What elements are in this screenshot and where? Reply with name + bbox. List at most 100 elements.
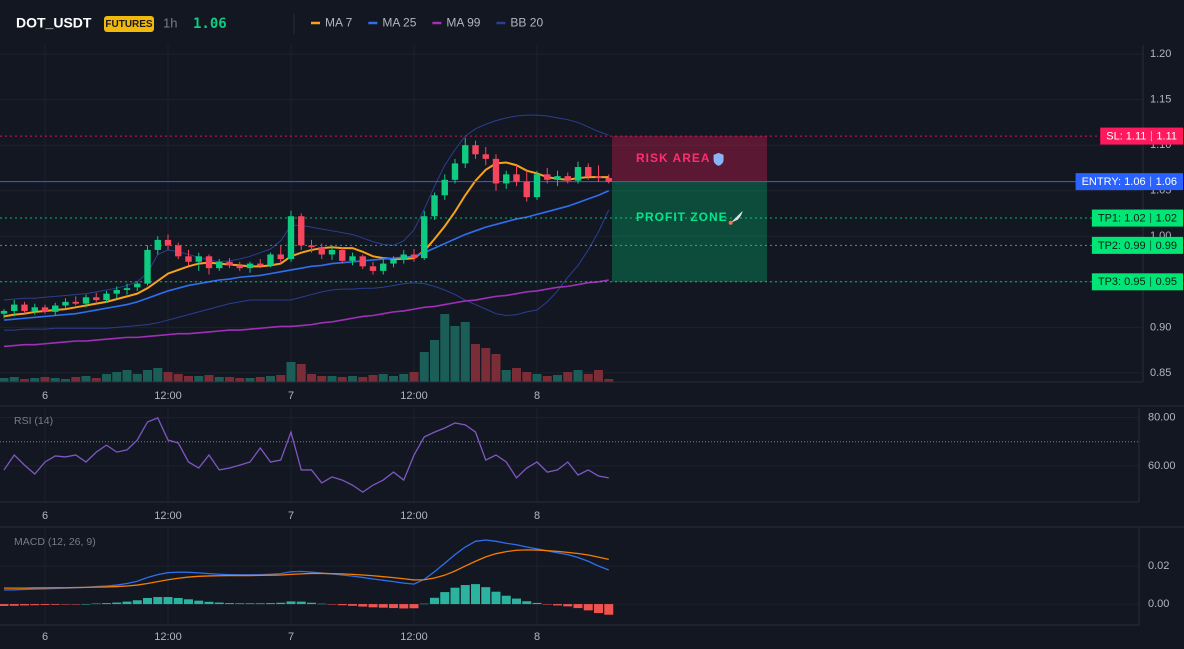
candle-body	[574, 167, 582, 181]
x-tick-label: 12:00	[154, 631, 182, 643]
x-tick-label: 6	[42, 631, 48, 643]
histogram-bar	[245, 603, 255, 605]
label-layer: RISK AREA PROFIT ZONE 1.11 SL: 1.11 1.06 ENTR…	[636, 127, 1183, 291]
volume-bar	[9, 377, 19, 382]
symbol: DOT_USDT	[16, 15, 92, 31]
histogram-bar	[583, 604, 593, 611]
volume-bar	[184, 376, 193, 382]
zone-label: RISK AREA	[636, 151, 711, 165]
volume-bar	[512, 368, 521, 382]
volume-bar	[553, 375, 562, 382]
volume-bar	[214, 377, 224, 382]
candle-body	[298, 216, 305, 246]
line-layer	[0, 114, 1143, 591]
histogram-bar	[460, 585, 470, 605]
interval: 1h	[163, 15, 177, 30]
volume-bar	[153, 368, 163, 382]
rocket-icon	[730, 210, 743, 223]
volume-bar	[81, 376, 91, 382]
histogram-bar	[296, 601, 306, 605]
histogram-bar	[501, 595, 511, 605]
volume-bar	[327, 376, 337, 382]
histogram-bar	[409, 604, 419, 609]
level-label: TP3: 0.95	[1098, 276, 1146, 288]
histogram-bar	[522, 601, 532, 605]
volume-bar	[358, 377, 368, 382]
histogram-bar	[184, 599, 193, 605]
candle-body	[164, 239, 172, 246]
level-value: 0.99	[1156, 240, 1177, 252]
level-tag-bg	[1091, 236, 1183, 254]
shield-icon	[713, 152, 724, 166]
candle-body	[523, 181, 530, 198]
level-tag: 1.06 ENTRY: 1.06	[1075, 173, 1183, 191]
histogram-bar	[50, 604, 60, 605]
candle-body	[513, 174, 520, 182]
y-tick-label: 60.00	[1148, 460, 1176, 472]
histogram-bar	[173, 597, 183, 605]
x-tick-label: 6	[42, 510, 48, 522]
volume-bar	[440, 314, 450, 382]
zone	[612, 136, 767, 182]
candle-body	[103, 293, 110, 301]
candle-body	[205, 256, 213, 269]
volume-bar	[194, 376, 204, 382]
volume-bar	[501, 370, 511, 382]
volume-bar	[276, 375, 286, 382]
volume-bar	[225, 377, 234, 382]
volume-bar	[132, 374, 142, 382]
candle-body	[123, 288, 131, 291]
badge-bg	[104, 16, 154, 32]
candle-body	[0, 310, 8, 314]
histogram-bar	[563, 604, 573, 607]
volume-bar	[573, 370, 583, 382]
volume-bar	[122, 370, 132, 382]
histogram-bar	[122, 601, 132, 605]
histogram-bar	[491, 591, 501, 605]
histogram-bar	[71, 604, 81, 605]
candle-body	[451, 163, 459, 180]
volume-bar	[286, 362, 296, 382]
candle-body	[236, 265, 243, 269]
volume-bar	[163, 372, 173, 382]
rsi-title: RSI (14)	[14, 415, 53, 427]
histogram-bar	[450, 587, 460, 605]
moving-average	[3, 161, 609, 318]
candle-body	[605, 177, 612, 182]
candle-body	[441, 179, 448, 196]
candle-body	[31, 307, 38, 311]
candle-body	[154, 239, 161, 250]
x-tick-label: 8	[534, 631, 540, 643]
candle-body	[564, 176, 571, 181]
candle-body	[308, 245, 315, 248]
histogram-bar	[225, 603, 234, 605]
histogram-bar	[266, 603, 275, 605]
volume-bar	[481, 348, 491, 382]
histogram-bar	[153, 597, 163, 605]
histogram-bar	[337, 604, 347, 606]
volume-bar	[102, 374, 111, 382]
candle-body	[277, 254, 284, 260]
y-tick-label: 0.00	[1148, 598, 1169, 610]
candle-body	[267, 254, 274, 266]
legend-label: BB 20	[510, 16, 543, 30]
level-tag: 0.99 TP2: 0.99	[1091, 236, 1183, 254]
candle-body	[72, 301, 79, 304]
candle-body	[328, 249, 336, 255]
candle-body	[533, 174, 541, 198]
volume-bar	[594, 370, 603, 382]
mark-layer	[0, 137, 612, 319]
candle-body	[390, 259, 397, 264]
volume-bar	[40, 377, 50, 382]
level-tag-bg	[1091, 273, 1183, 291]
histogram-bar	[40, 604, 50, 606]
x-tick-label: 12:00	[400, 390, 428, 402]
volume-bar	[460, 322, 470, 382]
volume-bar	[368, 375, 378, 382]
histogram-bar	[286, 601, 296, 605]
level-label: TP2: 0.99	[1098, 240, 1146, 252]
x-tick-label: 12:00	[400, 631, 428, 643]
y-tick-label: 1.20	[1150, 48, 1171, 60]
volume-bar	[532, 374, 542, 382]
